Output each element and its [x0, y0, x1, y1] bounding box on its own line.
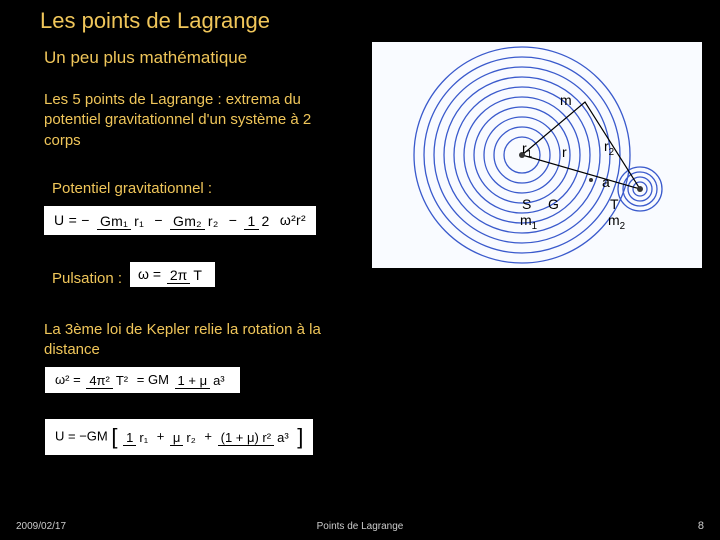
equation-potential-2: U = −GM [ 1r₁ + μr₂ + (1 + μ) r²a³ ] [44, 418, 314, 456]
equation-pulsation: ω = 2πT [130, 262, 215, 287]
equation-kepler: ω² = 4π²T² = GM 1 + μa³ [44, 366, 241, 394]
eq-lhs: U = − [54, 212, 90, 228]
paragraph-kepler: La 3ème loi de Kepler relie la rotation … [44, 320, 354, 361]
diagram-label: m1 [520, 212, 537, 232]
diagram-label: r [562, 144, 567, 160]
label-potential: Potentiel gravitationnel : [52, 180, 212, 197]
page-title: Les points de Lagrange [40, 8, 270, 34]
contour-svg [372, 42, 702, 268]
diagram-label: m2 [608, 212, 625, 232]
diagram-label: G [548, 196, 559, 212]
equation-potential: U = − Gm₁r₁ − Gm₂r₂ − 12 ω²r² [44, 206, 316, 235]
footer-date: 2009/02/17 [16, 521, 66, 532]
footer-page-number: 8 [698, 520, 704, 532]
diagram-label: a [602, 174, 610, 190]
diagram-label: r2 [604, 138, 614, 158]
paragraph-lagrange: Les 5 points de Lagrange : extrema du po… [44, 90, 344, 151]
label-pulsation: Pulsation : [52, 270, 122, 287]
diagram-label: m [560, 92, 572, 108]
diagram-label: T [610, 196, 619, 212]
lagrange-diagram [372, 42, 702, 268]
footer-title: Points de Lagrange [317, 521, 404, 532]
subtitle: Un peu plus mathématique [44, 48, 247, 68]
diagram-label: S [522, 196, 531, 212]
diagram-label: r1 [522, 140, 532, 160]
